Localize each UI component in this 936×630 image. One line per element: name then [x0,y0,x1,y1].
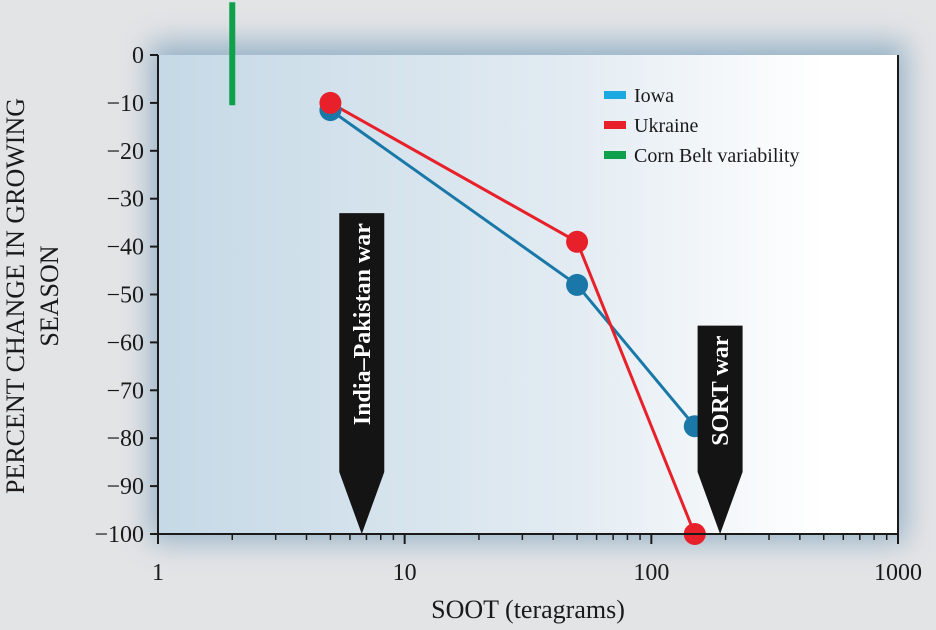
legend-swatch-ukraine [604,121,626,129]
data-point-ukraine [566,230,589,253]
annotation-label-sort: SORT war [708,335,734,445]
y-tick-label: −60 [106,330,144,356]
legend-label-corn-belt-variability: Corn Belt variability [634,145,800,167]
x-tick-label: 100 [633,560,669,586]
legend-label-ukraine: Ukraine [634,115,699,137]
legend-swatch-corn-belt-variability [604,151,626,159]
y-tick-label: −90 [106,474,144,500]
x-axis-title: SOOT (teragrams) [431,595,625,624]
legend: Iowa Ukraine Corn Belt variability [604,85,800,167]
y-tick-label: −70 [106,378,144,404]
x-tick-label: 1 [152,560,164,586]
annotation-label-india-pakistan: India–Pakistan war [350,223,376,425]
x-tick-label: 1000 [874,560,922,586]
annotation-arrow-india-pakistan [339,213,385,534]
y-tick-label: −50 [106,283,144,309]
y-tick-label: −30 [106,187,144,213]
x-tick-label: 10 [393,560,417,586]
annotation-arrow-sort [697,325,743,534]
y-tick-label: −100 [94,522,144,548]
annotation-layer: India–Pakistan war SORT war [339,213,743,534]
data-point-ukraine [319,91,342,114]
y-axis-title-line-1: PERCENT CHANGE IN GROWING [1,98,30,494]
y-tick-label: −10 [106,91,144,117]
y-tick-label: 0 [132,43,144,69]
y-tick-label: −20 [106,139,144,165]
y-tick-label: −80 [106,426,144,452]
y-tick-label: −40 [106,235,144,261]
plot-area [158,55,898,534]
axes-layer: 1 10 100 1000 0 −10 −20 −30 −40 −50 −60 −70 −80 −90 −1… [94,43,922,586]
legend-swatch-iowa [604,91,626,99]
legend-label-iowa: Iowa [634,85,674,107]
y-axis-title-line-2: SEASON [35,245,64,346]
data-point-iowa [566,273,589,296]
